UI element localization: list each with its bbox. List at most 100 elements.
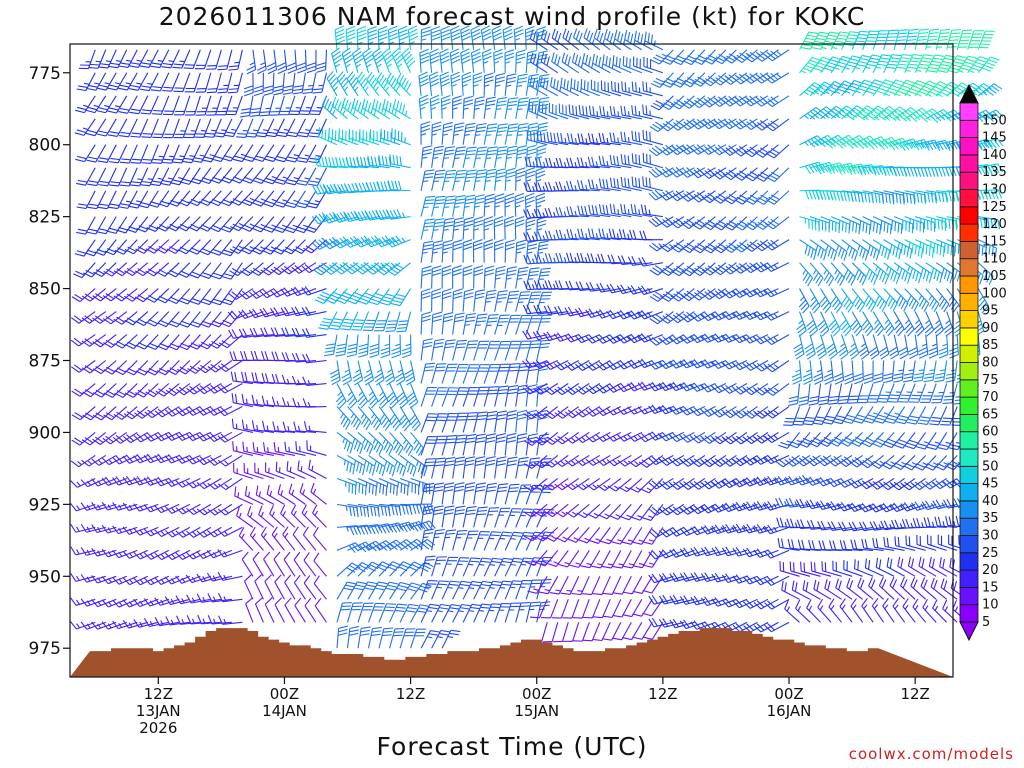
barb-feather bbox=[464, 216, 474, 221]
barb-feather bbox=[82, 391, 92, 398]
barb-feather bbox=[465, 316, 476, 319]
barb-feather bbox=[432, 315, 442, 319]
barb-half-feather bbox=[315, 129, 322, 132]
barb-feather bbox=[464, 129, 475, 133]
wind-barb bbox=[462, 95, 474, 119]
barb-feather bbox=[101, 501, 109, 511]
barb-feather bbox=[358, 182, 364, 193]
barb-feather bbox=[86, 159, 96, 163]
barb-feather bbox=[148, 245, 157, 252]
wind-barb bbox=[158, 190, 180, 208]
barb-feather bbox=[391, 347, 401, 352]
barb-feather bbox=[138, 342, 148, 348]
barb-feather bbox=[254, 177, 264, 182]
barb-feather bbox=[343, 440, 348, 450]
barb-feather bbox=[329, 369, 339, 375]
wind-barb bbox=[156, 288, 180, 304]
barb-feather bbox=[485, 296, 496, 300]
barb-feather bbox=[439, 48, 449, 54]
barb-feather bbox=[375, 486, 378, 496]
barb-feather bbox=[488, 317, 498, 320]
barb-feather bbox=[86, 87, 97, 91]
barb-feather bbox=[154, 410, 163, 418]
wind-barb bbox=[114, 360, 138, 376]
wind-barb bbox=[356, 71, 370, 97]
barb-feather bbox=[341, 325, 352, 328]
barb-feather bbox=[143, 434, 152, 442]
barb-half-feather bbox=[344, 369, 350, 373]
barb-feather bbox=[120, 131, 131, 135]
wind-barb bbox=[388, 406, 402, 432]
barb-feather bbox=[380, 347, 390, 352]
barb-feather bbox=[191, 160, 202, 163]
barb-feather bbox=[164, 552, 173, 561]
barb-feather bbox=[240, 114, 250, 118]
barb-feather bbox=[486, 293, 497, 296]
barb-feather bbox=[297, 160, 307, 163]
barb-feather bbox=[254, 574, 262, 582]
barb-half-feather bbox=[478, 563, 485, 566]
barb-feather bbox=[202, 298, 212, 303]
barb-half-feather bbox=[464, 324, 471, 326]
barb-feather bbox=[465, 459, 475, 463]
barb-feather bbox=[369, 350, 379, 355]
wind-barb bbox=[87, 190, 107, 210]
barb-feather bbox=[337, 632, 348, 636]
barb-feather bbox=[440, 25, 450, 31]
barb-feather bbox=[444, 463, 454, 467]
barb-feather bbox=[496, 103, 507, 107]
barb-feather bbox=[501, 560, 512, 564]
barb-staff bbox=[313, 534, 327, 551]
barb-feather bbox=[473, 219, 484, 224]
wind-barb bbox=[251, 216, 275, 233]
barb-feather bbox=[274, 351, 279, 361]
barb-half-feather bbox=[192, 482, 197, 487]
barb-feather bbox=[429, 52, 439, 57]
barb-feather bbox=[290, 504, 297, 514]
barb-half-feather bbox=[160, 530, 166, 536]
barb-feather bbox=[108, 65, 118, 69]
barb-feather bbox=[297, 69, 307, 74]
barb-feather bbox=[420, 128, 431, 133]
barb-feather bbox=[513, 25, 524, 31]
barb-feather bbox=[506, 417, 517, 421]
wind-barb bbox=[96, 216, 117, 235]
barb-feather bbox=[444, 202, 455, 205]
wind-barb bbox=[97, 190, 117, 210]
barb-feather bbox=[368, 301, 378, 306]
barb-feather bbox=[466, 122, 476, 126]
barb-feather bbox=[141, 136, 151, 138]
barb-half-feather bbox=[260, 198, 266, 202]
wind-barb bbox=[404, 360, 416, 386]
barb-feather bbox=[287, 179, 297, 183]
barb-feather bbox=[313, 552, 320, 562]
barb-feather bbox=[451, 58, 461, 64]
barb-feather bbox=[484, 200, 495, 205]
wind-barb bbox=[504, 239, 515, 263]
wind-barb bbox=[199, 167, 222, 185]
barb-feather bbox=[136, 433, 145, 441]
barb-feather bbox=[154, 505, 162, 513]
barb-feather bbox=[335, 353, 345, 357]
barb-feather bbox=[485, 193, 495, 198]
wind-barb bbox=[275, 144, 296, 163]
barb-feather bbox=[470, 25, 480, 31]
barb-half-feather bbox=[386, 482, 389, 488]
barb-feather bbox=[91, 575, 98, 584]
barb-feather bbox=[419, 81, 429, 87]
barb-feather bbox=[140, 184, 150, 187]
barb-feather bbox=[162, 89, 172, 92]
barb-feather bbox=[441, 32, 451, 38]
barb-feather bbox=[274, 203, 284, 208]
barb-feather bbox=[243, 224, 253, 230]
barb-feather bbox=[122, 502, 130, 511]
barb-half-feather bbox=[139, 621, 143, 627]
barb-feather bbox=[420, 55, 430, 61]
barb-feather bbox=[461, 58, 471, 64]
barb-feather bbox=[74, 412, 84, 418]
wind-barb bbox=[494, 265, 506, 289]
barb-feather bbox=[189, 180, 200, 185]
barb-feather bbox=[422, 265, 432, 270]
barb-feather bbox=[512, 560, 522, 563]
barb-feather bbox=[401, 104, 406, 115]
